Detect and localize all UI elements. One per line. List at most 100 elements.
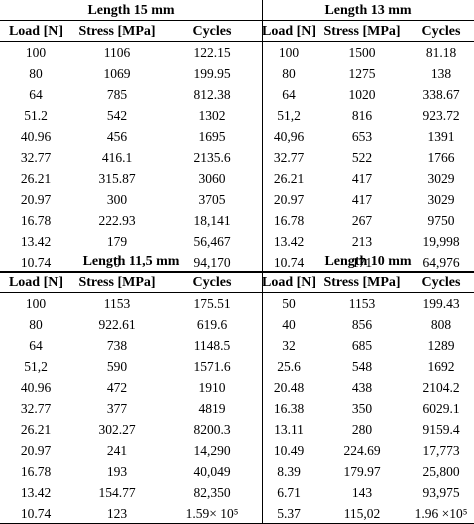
- load-cell: 26.21: [273, 171, 305, 186]
- cycles-cell: 82,350: [193, 485, 231, 500]
- table-row: 100 50 1153 1153 175.51 199.43: [0, 293, 474, 314]
- section-title-left: Length 11,5 mm: [82, 254, 180, 269]
- stress-cell: 1153: [348, 296, 376, 311]
- column-header-row: Load [N] Stress [MPa] Cycles Load [N] Stress…: [0, 21, 474, 42]
- column-header-stress: Stress [MPa]: [78, 275, 156, 290]
- stress-cell: 123: [106, 506, 128, 521]
- stress-cell: 241: [106, 443, 128, 458]
- column-header-stress: Stress [MPa]: [78, 24, 156, 39]
- cycles-cell: 138: [430, 66, 452, 81]
- cycles-cell: 812.38: [193, 87, 231, 102]
- stress-cell: 267: [351, 213, 373, 228]
- cycles-cell: 3029: [427, 171, 455, 186]
- stress-cell: 154.77: [98, 485, 136, 500]
- load-cell: 16.78: [273, 213, 305, 228]
- load-cell: 100: [25, 45, 47, 60]
- load-cell: 13.42: [273, 234, 305, 249]
- load-cell: 32.77: [273, 150, 305, 165]
- column-header-cycles: Cycles: [421, 275, 461, 290]
- cycles-cell: 175.51: [193, 296, 231, 311]
- stress-cell: 143: [351, 485, 373, 500]
- load-cell: 25.6: [277, 359, 301, 374]
- stress-cell: 350: [351, 401, 373, 416]
- stress-cell: 785: [106, 87, 128, 102]
- cycles-cell: 25,800: [422, 464, 460, 479]
- section-title-right: Length 10 mm: [324, 254, 412, 269]
- load-cell: 32: [282, 338, 296, 353]
- table-row: 80 80 1069 1275 199.95 138: [0, 63, 474, 84]
- stress-cell: 1153: [103, 296, 131, 311]
- load-cell: 64: [29, 87, 43, 102]
- column-header-stress: Stress [MPa]: [323, 24, 401, 39]
- load-cell: 13.42: [20, 485, 52, 500]
- table-row: 100 100 1106 1500 122.15 81.18: [0, 42, 474, 63]
- load-cell: 51,2: [277, 108, 301, 123]
- stress-cell: 222.93: [98, 213, 136, 228]
- table-row: 80 40 922.61 856 619.6 808: [0, 314, 474, 335]
- rule-under-header: [0, 292, 474, 293]
- cycles-cell: 8200.3: [193, 422, 231, 437]
- cycles-cell: 3705: [198, 192, 226, 207]
- stress-cell: 224.69: [343, 443, 381, 458]
- cycles-cell: 2104.2: [422, 380, 460, 395]
- cycles-cell: 808: [430, 317, 452, 332]
- table-row: 20.97 10.49 241 224.69 14,290 17,773: [0, 440, 474, 461]
- load-cell: 8.39: [277, 464, 301, 479]
- stress-cell: 522: [351, 150, 373, 165]
- stress-cell: 179.97: [343, 464, 381, 479]
- stress-cell: 0: [113, 255, 121, 270]
- table-block-top: Length 15 mm Length 13 mm Load [N] Stress […: [0, 0, 474, 273]
- load-cell: 40,96: [273, 129, 305, 144]
- load-cell: 40: [282, 317, 296, 332]
- stress-cell: 300: [106, 192, 128, 207]
- cycles-cell: 81.18: [425, 45, 457, 60]
- stress-cell: 542: [106, 108, 128, 123]
- load-cell: 80: [29, 317, 43, 332]
- load-cell: 16.38: [273, 401, 305, 416]
- cycles-cell: 1766: [427, 150, 455, 165]
- stress-cell: 653: [351, 129, 373, 144]
- load-cell: 51.2: [24, 108, 48, 123]
- load-cell: 10.74: [20, 255, 52, 270]
- table-row: 64 64 785 1020 812.38 338.67: [0, 84, 474, 105]
- stress-cell: 1069: [103, 66, 131, 81]
- load-cell: 20.97: [273, 192, 305, 207]
- column-header-load: Load [N]: [8, 275, 64, 290]
- load-cell: 13.42: [20, 234, 52, 249]
- cycles-cell: 122.15: [193, 45, 231, 60]
- load-cell: 40.96: [20, 380, 52, 395]
- cycles-cell: 40,049: [193, 464, 231, 479]
- table-row: 13.42 13.42 179 213 56,467 19,998: [0, 231, 474, 252]
- cycles-cell: 9159.4: [422, 422, 460, 437]
- cycles-cell: 18,141: [193, 213, 231, 228]
- stress-cell: 590: [106, 359, 128, 374]
- load-cell: 80: [29, 66, 43, 81]
- load-cell: 40.96: [20, 129, 52, 144]
- stress-cell: 377: [106, 401, 128, 416]
- cycles-cell: 1692: [427, 359, 455, 374]
- load-cell: 32.77: [20, 401, 52, 416]
- cycles-cell: 6029.1: [422, 401, 460, 416]
- table-block-bottom: Length 11,5 mm Length 10 mm Load [N] Stress…: [0, 251, 474, 524]
- section-title-right: Length 13 mm: [324, 3, 412, 18]
- load-cell: 64: [282, 87, 296, 102]
- cycles-cell: 64,976: [422, 255, 460, 270]
- cycles-cell: 1.59× 10⁵: [185, 506, 239, 521]
- table-row: 32.77 16.38 377 350 4819 6029.1: [0, 398, 474, 419]
- stress-cell: 417: [351, 171, 373, 186]
- cycles-cell: 4819: [198, 401, 226, 416]
- section-title-left: Length 15 mm: [87, 3, 175, 18]
- column-header-cycles: Cycles: [421, 24, 461, 39]
- table-row: 64 32 738 685 1148.5 1289: [0, 335, 474, 356]
- table-row: 51.2 51,2 542 816 1302 923.72: [0, 105, 474, 126]
- stress-cell: 1020: [348, 87, 376, 102]
- stress-cell: 315.87: [98, 171, 136, 186]
- stress-cell: 922.61: [98, 317, 136, 332]
- cycles-cell: 93,975: [422, 485, 460, 500]
- cycles-cell: 199.95: [193, 66, 231, 81]
- cycles-cell: 923.72: [422, 108, 460, 123]
- cycles-cell: 1391: [427, 129, 455, 144]
- load-cell: 64: [29, 338, 43, 353]
- table-row: 26.21 13.11 302.27 280 8200.3 9159.4: [0, 419, 474, 440]
- stress-cell: 417: [351, 192, 373, 207]
